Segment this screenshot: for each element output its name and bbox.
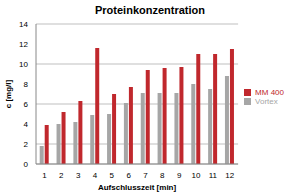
- svg-text:14: 14: [19, 20, 28, 29]
- svg-text:6: 6: [24, 100, 29, 109]
- svg-text:1: 1: [42, 171, 47, 180]
- svg-text:8: 8: [24, 80, 29, 89]
- svg-text:7: 7: [143, 171, 148, 180]
- svg-text:4: 4: [93, 171, 98, 180]
- svg-text:3: 3: [76, 171, 81, 180]
- svg-text:2: 2: [59, 171, 64, 180]
- svg-text:5: 5: [110, 171, 115, 180]
- html-text:Vortex: Vortex: [255, 97, 278, 106]
- svg-text:10: 10: [192, 171, 201, 180]
- html-text:Proteinkonzentration: Proteinkonzentration: [95, 4, 205, 16]
- svg-text:12: 12: [225, 171, 234, 180]
- svg-text:c [mg/l]: c [mg/l]: [8, 79, 13, 108]
- svg-text:6: 6: [126, 171, 131, 180]
- svg-text:2: 2: [24, 140, 29, 149]
- svg-text:0: 0: [24, 160, 29, 169]
- svg-text:12: 12: [19, 40, 28, 49]
- svg-text:11: 11: [209, 171, 218, 180]
- svg-text:Aufschlusszeit [min]: Aufschlusszeit [min]: [98, 183, 177, 192]
- svg-text:4: 4: [24, 120, 29, 129]
- svg-text:9: 9: [177, 171, 182, 180]
- svg-text:10: 10: [19, 60, 28, 69]
- svg-text:8: 8: [160, 171, 165, 180]
- html-text:MM 400: MM 400: [255, 88, 284, 97]
